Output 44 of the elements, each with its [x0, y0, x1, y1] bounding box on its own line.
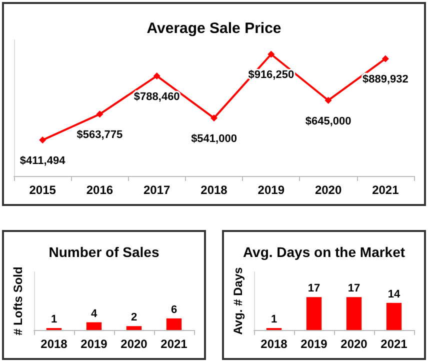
point — [382, 55, 389, 62]
data-label: 4 — [90, 308, 98, 320]
bar — [86, 322, 102, 330]
x-tick-label: 2019 — [300, 337, 328, 351]
bar — [126, 326, 142, 330]
point — [39, 136, 46, 144]
x-tick-label: 2018 — [40, 337, 68, 351]
data-label: 6 — [170, 304, 178, 316]
data-label: $411,494 — [20, 155, 66, 168]
point — [268, 50, 275, 58]
point — [324, 96, 332, 104]
chart-title: Average Sale Price — [146, 20, 282, 37]
x-tick-label: 2019 — [80, 337, 108, 351]
data-label: $889,932 — [362, 74, 408, 86]
data-label: $541,000 — [191, 133, 237, 146]
data-label: 1 — [50, 314, 58, 326]
point — [96, 110, 104, 118]
x-tick-label: 2019 — [258, 183, 285, 197]
x-tick-label: 2021 — [160, 337, 188, 351]
x-tick-label: 2016 — [86, 183, 114, 197]
x-tick-label: 2021 — [380, 337, 408, 351]
x-tick-label: 2018 — [260, 337, 288, 351]
data-label: 1 — [270, 314, 278, 326]
x-tick-label: 2015 — [29, 183, 56, 197]
x-tick-label: 2020 — [340, 337, 368, 351]
y-axis-title: Avg. # Days — [231, 266, 245, 335]
data-label: $788,460 — [134, 90, 180, 103]
point — [210, 114, 218, 122]
data-label: 17 — [308, 282, 320, 295]
x-tick-label: 2021 — [372, 183, 400, 197]
data-label: 17 — [348, 282, 360, 295]
x-tick-label: 2020 — [314, 183, 342, 197]
x-tick-label: 2018 — [200, 183, 228, 197]
data-label: $563,775 — [76, 129, 123, 142]
bar — [166, 318, 182, 330]
x-tick-label: 2020 — [120, 337, 148, 351]
chart-title: Avg. Days on the Market — [242, 244, 406, 260]
chart-title: Number of Sales — [48, 244, 160, 260]
data-label: 14 — [388, 288, 401, 300]
data-label: 2 — [130, 312, 138, 324]
x-tick-label: 2017 — [144, 183, 171, 197]
point — [153, 72, 160, 80]
data-label: $645,000 — [305, 115, 352, 128]
y-axis-title: # Lofts Sold — [11, 266, 25, 336]
